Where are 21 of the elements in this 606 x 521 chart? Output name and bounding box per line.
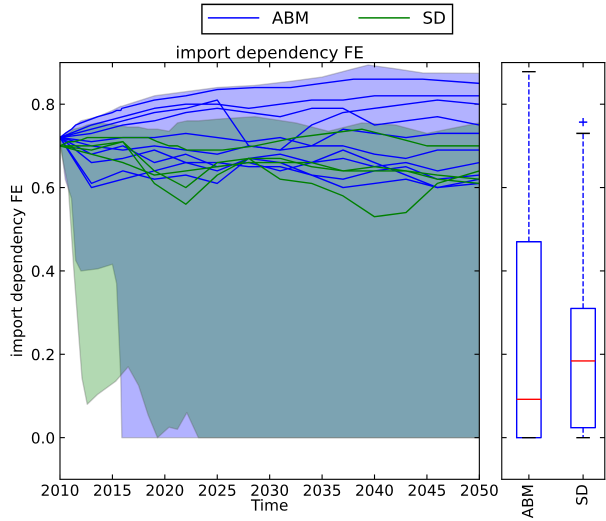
y-tick-label: 0.4 [32, 265, 54, 277]
x-tick-label: 2045 [408, 484, 446, 496]
x-tick-label: ABM [522, 486, 534, 518]
x-tick-label: 2030 [251, 484, 288, 496]
legend-label: SD [424, 11, 445, 24]
y-tick-label: 0.6 [32, 182, 54, 194]
y-tick-label: 0.8 [32, 98, 54, 110]
x-tick-label: 2020 [146, 484, 184, 496]
x-tick-label: 2015 [94, 484, 131, 496]
x-tick-label: 2010 [42, 484, 78, 496]
x-tick-label: 2035 [304, 484, 340, 496]
x-tick-label: 2025 [198, 484, 236, 496]
y-tick-label: 0.0 [32, 432, 54, 444]
y-axis-title: import dependency FE [10, 186, 26, 356]
y-tick-label: 0.2 [32, 348, 54, 360]
chart-title: import dependency FE [177, 46, 363, 62]
x-tick-label: SD [576, 485, 588, 505]
x-tick-label: 2040 [356, 484, 393, 496]
x-axis-title: Time [250, 498, 288, 511]
legend-label: ABM [272, 12, 308, 24]
x-tick-label: 2050 [461, 484, 498, 496]
